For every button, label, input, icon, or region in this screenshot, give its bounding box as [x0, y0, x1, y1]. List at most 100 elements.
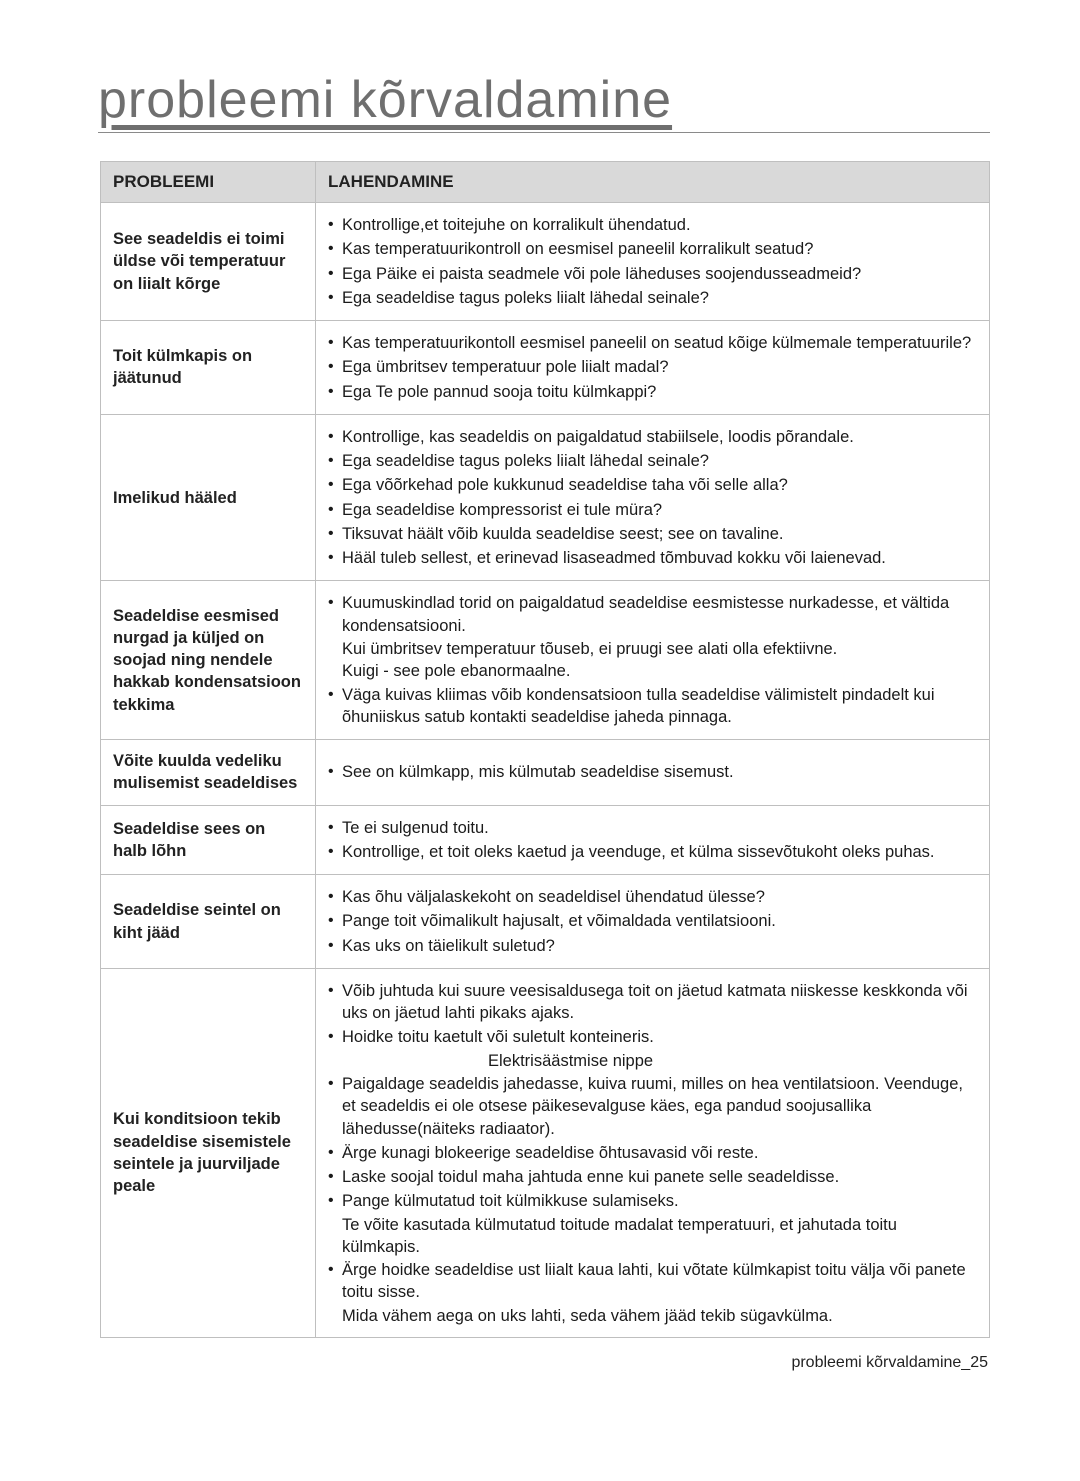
page-title: probleemi kõrvaldamine [98, 71, 672, 129]
sub-text: Kui ümbritsev temperatuur tõuseb, ei pru… [328, 638, 977, 660]
bullet-text: Kontrollige, kas seadeldis on paigaldatu… [342, 426, 977, 448]
bullet-item: •Pange külmutatud toit külmikkuse sulami… [328, 1189, 977, 1213]
solution-cell: •Te ei sulgenud toitu.•Kontrollige, et t… [316, 805, 990, 875]
problem-cell: Seadeldise eesmised nurgad ja küljed on … [101, 581, 316, 740]
bullet-dot-icon: • [328, 238, 342, 260]
bullet-item: •Laske soojal toidul maha jahtuda enne k… [328, 1165, 977, 1189]
bullet-item: •Ärge kunagi blokeerige seadeldise õhtus… [328, 1141, 977, 1165]
bullet-text: Pange külmutatud toit külmikkuse sulamis… [342, 1190, 977, 1212]
bullet-item: •Tiksuvat häält võib kuulda seadeldise s… [328, 522, 977, 546]
section-heading: Elektrisäästmise nippe [328, 1050, 977, 1072]
bullet-dot-icon: • [328, 1190, 342, 1212]
troubleshooting-table: PROBLEEMI LAHENDAMINE See seadeldis ei t… [100, 161, 990, 1338]
bullet-item: •Kontrollige, kas seadeldis on paigaldat… [328, 425, 977, 449]
bullet-text: Ärge hoidke seadeldise ust liialt kaua l… [342, 1259, 977, 1304]
bullet-dot-icon: • [328, 817, 342, 839]
bullet-dot-icon: • [328, 1142, 342, 1164]
problem-cell: Võite kuulda vedeliku mulisemist seadeld… [101, 740, 316, 806]
problem-text: Seadeldise seintel on kiht jääd [113, 901, 281, 941]
bullet-dot-icon: • [328, 499, 342, 521]
bullet-item: •Hääl tuleb sellest, et erinevad lisasea… [328, 546, 977, 570]
bullet-dot-icon: • [328, 450, 342, 472]
problem-text: Kui konditsioon tekib seadeldise sisemis… [113, 1110, 291, 1195]
bullet-item: •Ega seadeldise kompressorist ei tule mü… [328, 498, 977, 522]
bullet-text: Kontrollige,et toitejuhe on korralikult … [342, 214, 977, 236]
problem-text: See seadeldis ei toimi üldse või tempera… [113, 230, 285, 293]
problem-cell: Seadeldise seintel on kiht jääd [101, 875, 316, 969]
table-row: Toit külmkapis on jäätunud •Kas temperatu… [101, 321, 990, 415]
bullet-text: Paigaldage seadeldis jahedasse, kuiva ru… [342, 1073, 977, 1140]
bullet-text: Kas uks on täielikult suletud? [342, 935, 977, 957]
bullet-item: •Te ei sulgenud toitu. [328, 816, 977, 840]
bullet-dot-icon: • [328, 332, 342, 354]
table-row: Seadeldise eesmised nurgad ja küljed on … [101, 581, 990, 740]
bullet-text: Laske soojal toidul maha jahtuda enne ku… [342, 1166, 977, 1188]
sub-text: Mida vähem aega on uks lahti, seda vähem… [328, 1305, 977, 1327]
bullet-text: Ärge kunagi blokeerige seadeldise õhtusa… [342, 1142, 977, 1164]
bullet-text: Hoidke toitu kaetult või suletult kontei… [342, 1026, 977, 1048]
bullet-item: •Kas temperatuurikontoll eesmisel paneel… [328, 331, 977, 355]
table-header-solution: LAHENDAMINE [316, 162, 990, 203]
bullet-dot-icon: • [328, 1073, 342, 1140]
bullet-item: •Kas uks on täielikult suletud? [328, 934, 977, 958]
solution-cell: •Kas temperatuurikontoll eesmisel paneel… [316, 321, 990, 415]
bullet-text: Te ei sulgenud toitu. [342, 817, 977, 839]
bullet-dot-icon: • [328, 1166, 342, 1188]
table-row: Võite kuulda vedeliku mulisemist seadeld… [101, 740, 990, 806]
sub-text: Kuigi - see pole ebanormaalne. [328, 660, 977, 682]
bullet-dot-icon: • [328, 1259, 342, 1304]
bullet-item: •Paigaldage seadeldis jahedasse, kuiva r… [328, 1072, 977, 1141]
bullet-item: •Ega Te pole pannud sooja toitu külmkapp… [328, 380, 977, 404]
problem-cell: Toit külmkapis on jäätunud [101, 321, 316, 415]
bullet-item: •Kontrollige, et toit oleks kaetud ja ve… [328, 840, 977, 864]
bullet-item: •Ärge hoidke seadeldise ust liialt kaua … [328, 1258, 977, 1305]
bullet-dot-icon: • [328, 910, 342, 932]
bullet-dot-icon: • [328, 1026, 342, 1048]
table-row: Kui konditsioon tekib seadeldise sisemis… [101, 968, 990, 1337]
bullet-item: •Ega seadeldise tagus poleks liialt lähe… [328, 449, 977, 473]
problem-text: Toit külmkapis on jäätunud [113, 347, 252, 387]
problem-text: Imelikud hääled [113, 489, 237, 507]
bullet-text: Ega seadeldise tagus poleks liialt lähed… [342, 287, 977, 309]
bullet-text: Kontrollige, et toit oleks kaetud ja vee… [342, 841, 977, 863]
solution-cell: •Kontrollige, kas seadeldis on paigaldat… [316, 414, 990, 581]
bullet-text: Kas temperatuurikontroll on eesmisel pan… [342, 238, 977, 260]
page-footer: probleemi kõrvaldamine_25 [100, 1354, 990, 1372]
bullet-text: Ega võõrkehad pole kukkunud seadeldise t… [342, 474, 977, 496]
bullet-text: Hääl tuleb sellest, et erinevad lisasead… [342, 547, 977, 569]
sub-text: Te võite kasutada külmutatud toitude mad… [328, 1214, 977, 1259]
bullet-dot-icon: • [328, 980, 342, 1025]
bullet-dot-icon: • [328, 263, 342, 285]
bullet-text: Tiksuvat häält võib kuulda seadeldise se… [342, 523, 977, 545]
bullet-item: •Kas õhu väljalaskekoht on seadeldisel ü… [328, 885, 977, 909]
bullet-text: Ega seadeldise kompressorist ei tule mür… [342, 499, 977, 521]
solution-cell: •Kas õhu väljalaskekoht on seadeldisel ü… [316, 875, 990, 969]
bullet-text: Kas temperatuurikontoll eesmisel paneeli… [342, 332, 977, 354]
bullet-text: Väga kuivas kliimas võib kondensatsioon … [342, 684, 977, 729]
bullet-item: •See on külmkapp, mis külmutab seadeldis… [328, 760, 977, 784]
bullet-dot-icon: • [328, 761, 342, 783]
solution-cell: •Kuumuskindlad torid on paigaldatud sead… [316, 581, 990, 740]
bullet-text: Ega Päike ei paista seadmele või pole lä… [342, 263, 977, 285]
table-row: Seadeldise seintel on kiht jääd•Kas õhu … [101, 875, 990, 969]
table-row: Imelikud hääled•Kontrollige, kas seadeld… [101, 414, 990, 581]
solution-cell: •Võib juhtuda kui suure veesisaldusega t… [316, 968, 990, 1337]
bullet-text: Ega seadeldise tagus poleks liialt lähed… [342, 450, 977, 472]
problem-text: Seadeldise eesmised nurgad ja küljed on … [113, 607, 301, 714]
bullet-text: Pange toit võimalikult hajusalt, et võim… [342, 910, 977, 932]
bullet-dot-icon: • [328, 684, 342, 729]
bullet-item: •Kas temperatuurikontroll on eesmisel pa… [328, 237, 977, 261]
bullet-item: •Kuumuskindlad torid on paigaldatud sead… [328, 591, 977, 638]
bullet-dot-icon: • [328, 214, 342, 236]
bullet-dot-icon: • [328, 287, 342, 309]
table-row: Seadeldise sees on halb lõhn •Te ei sulge… [101, 805, 990, 875]
bullet-text: Võib juhtuda kui suure veesisaldusega to… [342, 980, 977, 1025]
bullet-dot-icon: • [328, 935, 342, 957]
problem-text: Seadeldise sees on halb lõhn [113, 820, 265, 860]
problem-cell: Imelikud hääled [101, 414, 316, 581]
bullet-text: Kas õhu väljalaskekoht on seadeldisel üh… [342, 886, 977, 908]
bullet-dot-icon: • [328, 841, 342, 863]
bullet-item: •Kontrollige,et toitejuhe on korralikult… [328, 213, 977, 237]
bullet-item: •Võib juhtuda kui suure veesisaldusega t… [328, 979, 977, 1026]
bullet-dot-icon: • [328, 547, 342, 569]
